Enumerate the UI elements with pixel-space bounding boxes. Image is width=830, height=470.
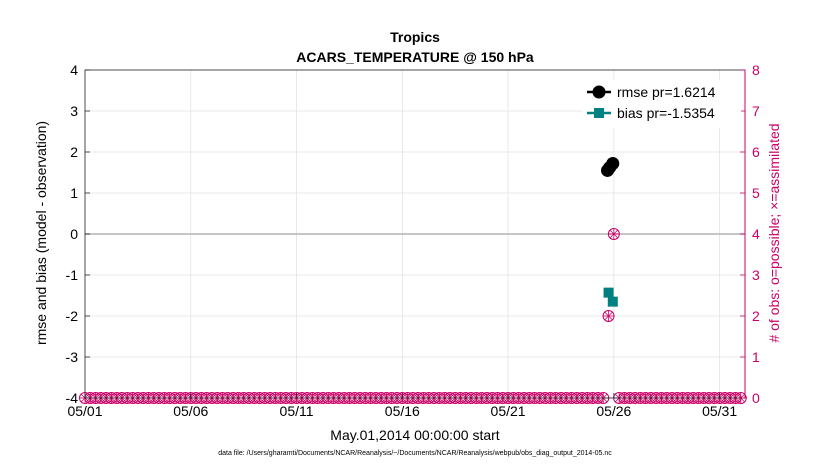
chart-title: Tropics	[390, 29, 440, 45]
y-tick-label-right: 7	[752, 103, 760, 119]
data-point	[606, 156, 620, 170]
data-file-note: data file: /Users/gharamti/Documents/NCA…	[218, 450, 612, 457]
legend-label-rmse: rmse pr=1.6214	[617, 84, 716, 100]
x-tick-label: 05/11	[280, 403, 314, 419]
data-point	[607, 296, 618, 307]
legend-entry-rmse: rmse pr=1.6214	[587, 84, 716, 100]
y-axis-label-right: # of obs: o=possible; ×=assimilated	[766, 123, 782, 342]
obs-count-marker	[607, 228, 620, 240]
legend: rmse pr=1.6214 bias pr=-1.5354	[583, 80, 741, 128]
axes: -4 -3 -2 -1 0 1 2 3 4 0 1 2 3 4 5 6 7 8 05/01 05/06 05/11 05/…	[66, 62, 760, 419]
x-axis-label: May.01,2014 00:00:00 start	[330, 427, 500, 443]
x-tick-label: 05/16	[385, 403, 420, 419]
y-tick-label-left: -3	[66, 349, 79, 365]
y-tick-label-left: -1	[66, 267, 79, 283]
y-tick-label-right: 6	[752, 144, 760, 160]
y-tick-label-right: 5	[752, 185, 760, 201]
data-series	[601, 156, 620, 307]
x-tick-label: 05/01	[67, 403, 102, 419]
x-tick-label: 05/31	[702, 403, 737, 419]
y-tick-label-right: 1	[752, 349, 760, 365]
y-tick-label-right: 2	[752, 308, 760, 324]
x-tick-label: 05/21	[491, 403, 526, 419]
y-tick-label-right: 3	[752, 267, 760, 283]
y-tick-label-right: 4	[752, 226, 760, 242]
chart-subtitle: ACARS_TEMPERATURE @ 150 hPa	[296, 49, 534, 65]
y-tick-label-left: 4	[70, 62, 78, 78]
obs-count-marker	[602, 310, 615, 322]
y-tick-label-left: 3	[70, 103, 78, 119]
x-tick-label: 05/26	[596, 403, 631, 419]
series-bias	[603, 287, 618, 307]
legend-box	[583, 80, 741, 128]
y-tick-label-left: 1	[70, 185, 78, 201]
legend-label-bias: bias pr=-1.5354	[617, 105, 715, 121]
y-tick-label-left: -4	[66, 390, 79, 406]
series-rmse	[601, 156, 620, 177]
x-tick-label: 05/06	[173, 403, 208, 419]
y-tick-label-left: 2	[70, 144, 78, 160]
legend-entry-bias: bias pr=-1.5354	[587, 105, 715, 121]
y-tick-label-right: 8	[752, 62, 760, 78]
y-tick-label-left: 0	[70, 226, 78, 242]
data-point	[603, 287, 614, 298]
y-axis-label-left: rmse and bias (model - observation)	[33, 121, 49, 345]
y-tick-label-left: -2	[66, 308, 79, 324]
y-tick-label-right: 0	[752, 390, 760, 406]
